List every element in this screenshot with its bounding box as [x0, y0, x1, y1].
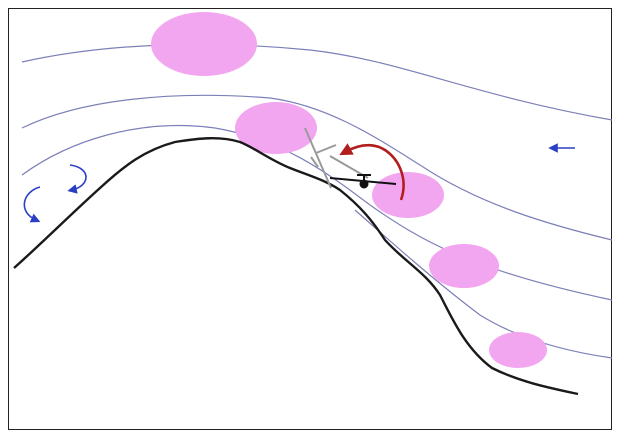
- aircraft-current: [329, 174, 397, 189]
- cloud-top: [151, 12, 257, 76]
- eddy-arrow-left: [23, 186, 41, 223]
- mountain-ridge: [13, 137, 579, 396]
- eddy-arrow-right: [67, 164, 87, 194]
- streamline-2: [21, 94, 613, 241]
- streamline-1: [21, 43, 613, 121]
- cloud-lee-2: [429, 244, 499, 288]
- streamlines: [21, 43, 613, 359]
- cloud-lee-1: [372, 172, 444, 218]
- cloud-lee-3: [489, 332, 547, 368]
- streamline-4: [354, 209, 613, 359]
- rotation-arrow: [339, 143, 405, 201]
- cloud-ridge: [235, 102, 317, 154]
